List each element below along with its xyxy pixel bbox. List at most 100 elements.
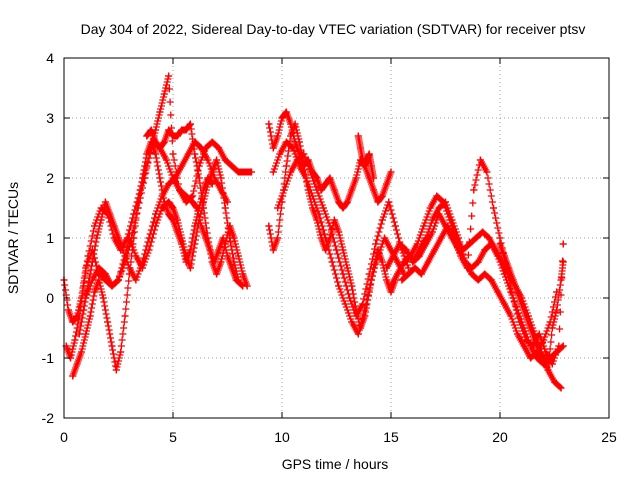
data-point <box>527 324 535 332</box>
data-point <box>513 288 521 296</box>
data-point <box>215 144 223 152</box>
data-point <box>230 234 238 242</box>
data-point <box>391 222 399 230</box>
data-point <box>156 108 164 116</box>
data-point <box>354 330 362 338</box>
data-point <box>169 150 177 158</box>
data-point <box>213 156 221 164</box>
data-point <box>138 174 146 182</box>
data-point <box>479 228 487 236</box>
series-track-11 <box>354 132 378 182</box>
data-point <box>176 186 184 194</box>
x-tick-label: 5 <box>169 429 177 445</box>
data-point <box>330 186 338 194</box>
data-point <box>437 234 445 242</box>
data-point <box>470 186 478 194</box>
data-point <box>291 120 299 128</box>
data-point <box>527 354 535 362</box>
data-point <box>217 258 225 266</box>
data-point <box>396 240 404 248</box>
data-point <box>365 150 373 158</box>
data-point <box>346 294 354 302</box>
data-point <box>370 186 378 194</box>
data-point <box>542 348 550 356</box>
data-point <box>333 246 340 254</box>
data-point <box>306 168 314 176</box>
data-point <box>265 120 273 128</box>
data-point <box>86 312 94 320</box>
data-point <box>516 318 524 326</box>
data-point <box>387 288 395 296</box>
data-point <box>247 168 255 176</box>
data-point <box>518 300 526 308</box>
data-point <box>197 144 205 152</box>
point-markers <box>398 156 567 368</box>
data-point <box>343 198 351 206</box>
data-point <box>189 192 197 200</box>
data-point <box>354 132 362 140</box>
data-point <box>476 156 484 164</box>
data-point <box>507 312 515 320</box>
data-point <box>426 204 434 212</box>
data-point <box>300 150 308 158</box>
data-point <box>160 138 168 146</box>
data-point <box>487 276 495 284</box>
data-point <box>178 234 186 242</box>
data-point <box>474 258 482 266</box>
data-point <box>152 150 160 158</box>
data-point <box>509 294 517 302</box>
data-point <box>535 348 543 356</box>
data-point <box>555 342 563 350</box>
data-point <box>548 324 556 332</box>
data-point <box>208 258 216 266</box>
data-point <box>143 132 151 140</box>
data-point <box>234 276 242 284</box>
data-point <box>557 384 565 392</box>
x-tick-label: 15 <box>383 429 399 445</box>
data-point <box>363 156 371 164</box>
data-point <box>335 282 343 290</box>
data-point <box>99 294 107 302</box>
data-point <box>208 138 216 146</box>
data-point <box>385 198 393 206</box>
data-point <box>95 264 103 272</box>
data-point <box>88 276 96 284</box>
data-point <box>557 276 565 284</box>
data-point <box>88 258 96 266</box>
data-point <box>444 222 452 230</box>
data-point <box>374 252 382 260</box>
data-point <box>326 222 334 230</box>
series-track-16 <box>496 240 567 374</box>
data-point <box>378 192 386 200</box>
data-point <box>559 240 567 248</box>
data-point <box>295 138 303 146</box>
data-point <box>117 348 125 356</box>
data-point <box>71 336 79 344</box>
data-point <box>287 168 295 176</box>
data-point <box>173 216 181 224</box>
data-point <box>319 204 327 212</box>
y-tick-label: -2 <box>42 410 55 426</box>
data-point <box>335 228 343 236</box>
data-point <box>341 300 349 308</box>
data-point <box>234 168 242 176</box>
data-point <box>398 276 406 284</box>
data-point <box>309 192 317 200</box>
data-point <box>230 258 238 266</box>
y-tick-label: 4 <box>46 50 54 66</box>
data-point <box>356 144 364 152</box>
data-point <box>367 162 375 170</box>
data-point <box>274 204 282 212</box>
data-point <box>442 198 449 206</box>
y-tick-label: 0 <box>46 290 54 306</box>
data-point <box>121 312 129 320</box>
data-point <box>489 204 497 212</box>
data-point <box>97 216 105 224</box>
data-point <box>282 162 290 170</box>
data-point <box>165 72 173 80</box>
data-point <box>265 222 273 230</box>
data-point <box>138 264 146 272</box>
data-point <box>84 252 92 260</box>
data-point <box>221 156 229 164</box>
